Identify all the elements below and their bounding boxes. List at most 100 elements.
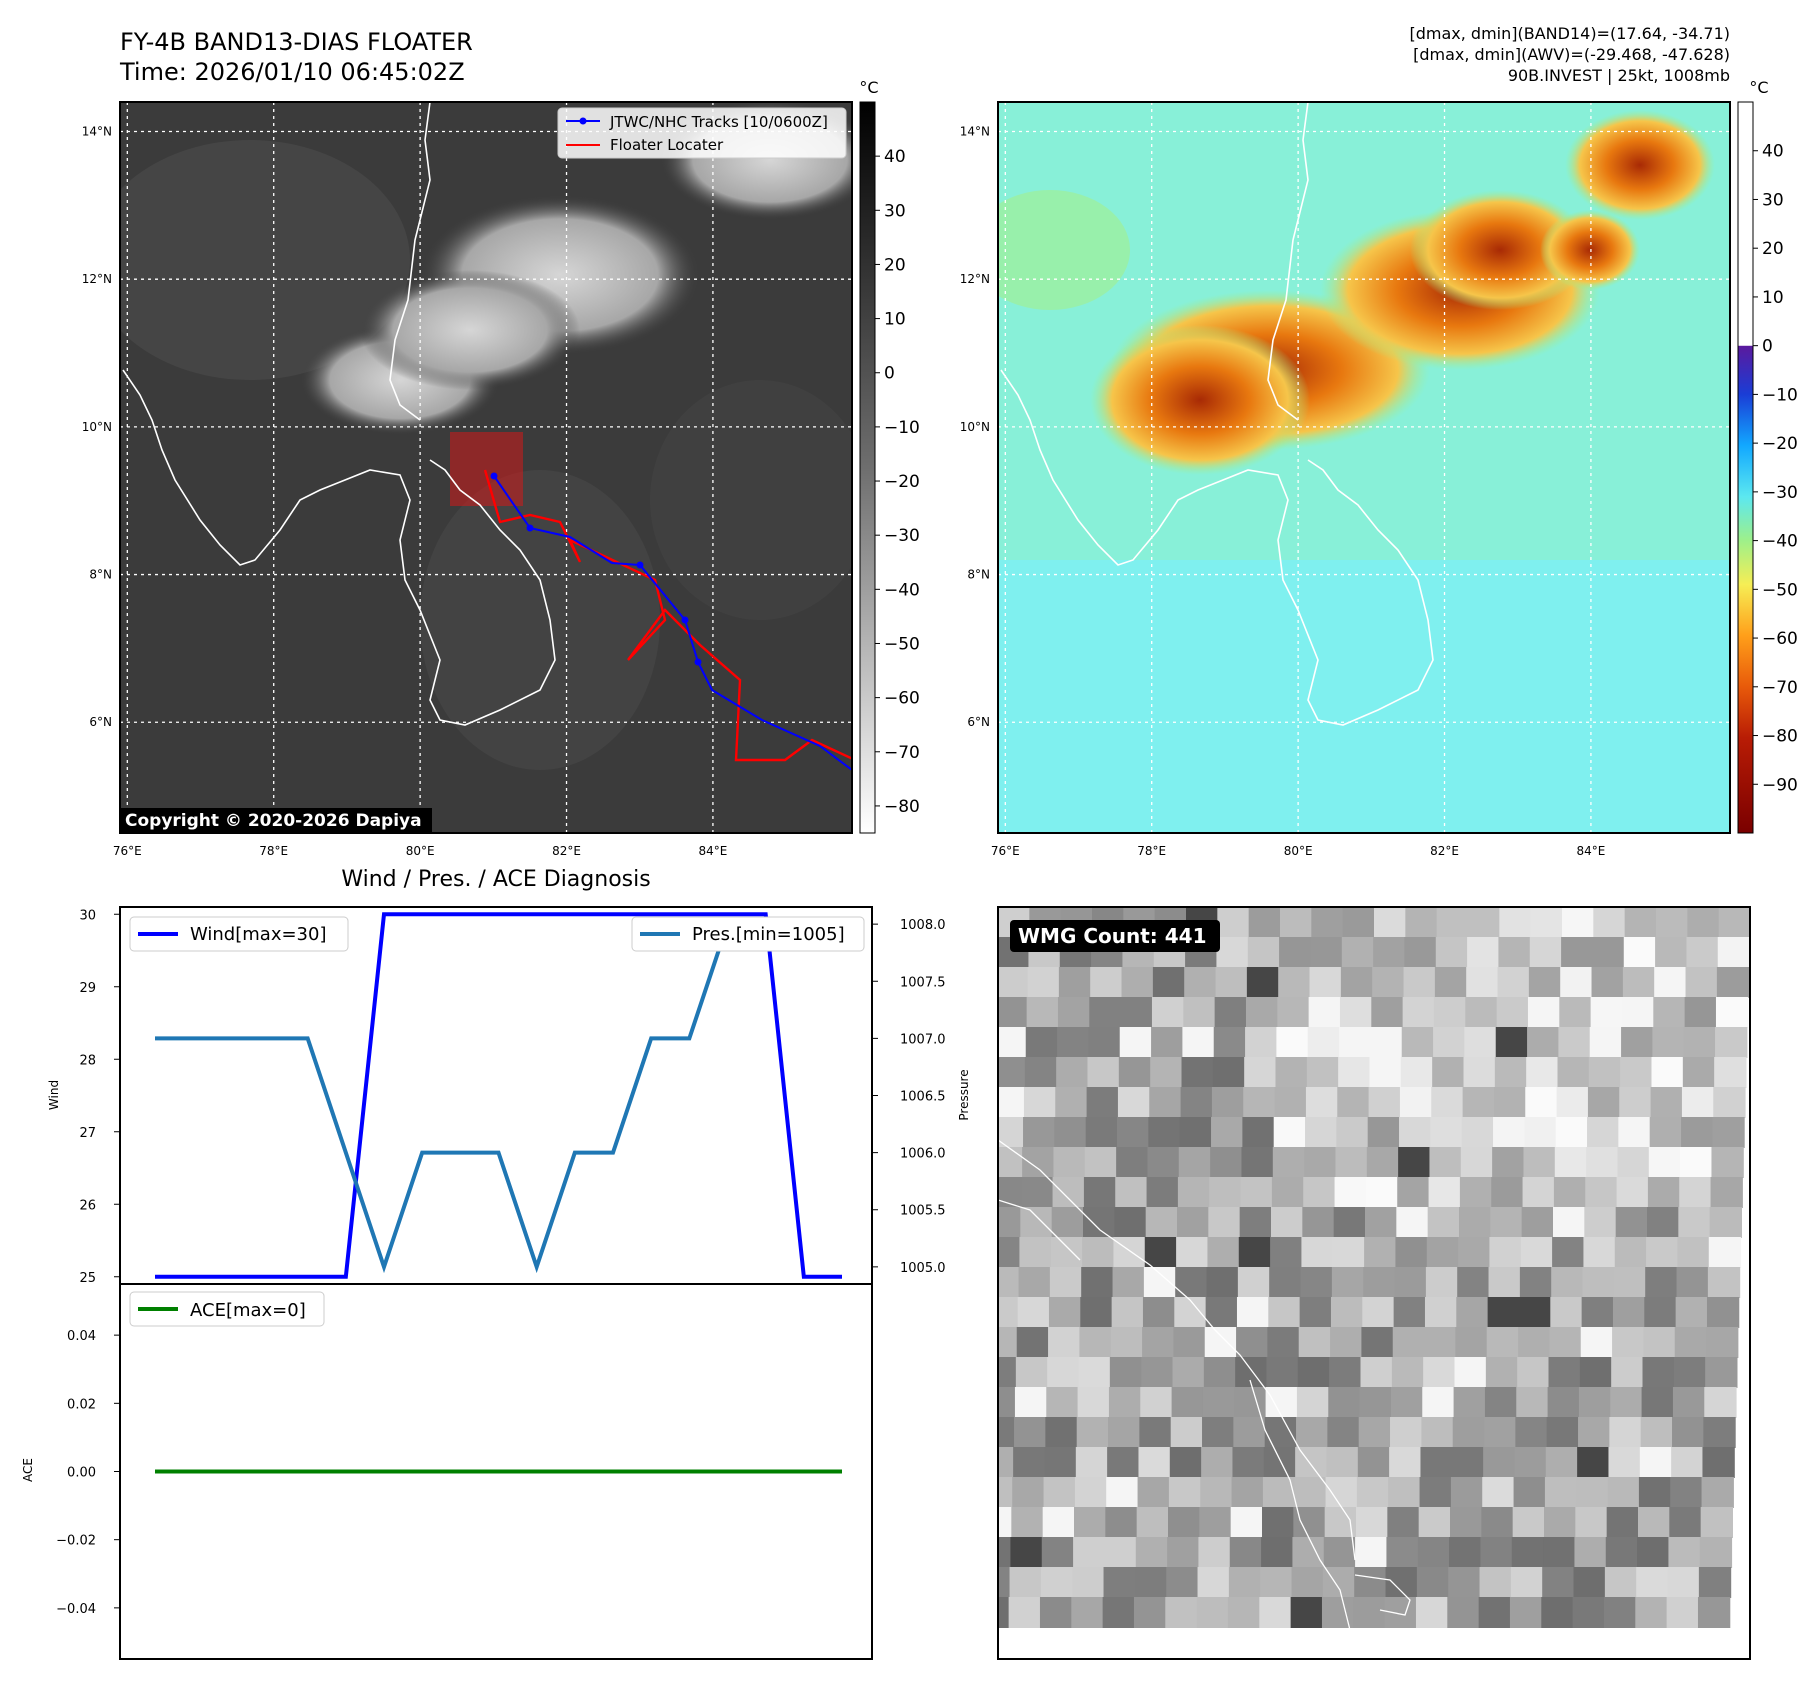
wmg-pixel <box>1428 1177 1461 1208</box>
wv-coastline <box>1000 102 1434 726</box>
wmg-pixel <box>1305 1087 1339 1118</box>
wmg-pixel <box>1582 1267 1615 1298</box>
wmg-pixel <box>1182 1027 1215 1058</box>
wmg-pixel <box>1166 1567 1199 1598</box>
wmg-pixel <box>1151 997 1185 1028</box>
wmg-pixel <box>1543 1537 1576 1568</box>
wmg-pixel <box>1076 1417 1110 1448</box>
wmg-pixel <box>1621 997 1655 1028</box>
wmg-pixel <box>1709 1207 1742 1238</box>
wmg-pixel <box>1492 1147 1525 1178</box>
wmg-pixel <box>1433 997 1467 1028</box>
wmg-pixel <box>1145 1207 1178 1238</box>
wmg-pixel <box>1432 1057 1465 1088</box>
wmg-pixel <box>1636 1567 1669 1598</box>
wmg-pixel <box>1487 1297 1520 1328</box>
wmg-pixel <box>1422 1387 1455 1418</box>
wmg-pixel <box>1230 1507 1263 1538</box>
wind-pres-frame <box>119 906 873 1285</box>
wmg-pixel <box>1562 907 1595 938</box>
wmg-pixel <box>1299 1297 1332 1328</box>
wmg-pixel <box>1396 1207 1429 1238</box>
wmg-pixel <box>1530 907 1563 938</box>
wmg-pixel <box>1676 1267 1709 1298</box>
wv-cbar-unit: °C <box>1749 78 1768 97</box>
wmg-pixel <box>1040 1567 1074 1598</box>
wmg-pixel <box>1581 1297 1614 1328</box>
wmg-pixel <box>1572 1597 1605 1628</box>
wmg-pixel <box>1370 1027 1403 1058</box>
wmg-pixel <box>1647 1207 1680 1238</box>
ace-tick-label: 0.00 <box>67 1466 96 1481</box>
wmg-pixel <box>1046 1387 1079 1418</box>
wmg-pixel <box>1116 1147 1149 1178</box>
wmg-pixel <box>1107 1447 1140 1478</box>
info-storm: 90B.INVEST | 25kt, 1008mb <box>1508 66 1730 85</box>
wmg-pixel <box>1486 1327 1520 1358</box>
wmg-pixel <box>1708 1237 1742 1268</box>
wmg-pixel <box>1454 1357 1487 1388</box>
wind-tick-label: 30 <box>79 908 96 923</box>
wmg-pixel <box>1463 1057 1496 1088</box>
wmg-pixel <box>1458 1237 1491 1268</box>
wmg-pixel <box>1088 1027 1121 1058</box>
wmg-pixel <box>1150 1057 1183 1088</box>
ir-legend: JTWC/NHC Tracks [10/0600Z] Floater Locat… <box>557 107 847 159</box>
wmg-pixel <box>1681 1117 1714 1148</box>
wmg-pixel <box>998 1297 1019 1328</box>
wmg-pixel <box>1388 1477 1421 1508</box>
wmg-pixel <box>1673 1357 1707 1388</box>
figure-time: Time: 2026/01/10 06:45:02Z <box>119 58 465 86</box>
wmg-pixel <box>1511 1537 1545 1568</box>
ace-chart: 0.04 0.02 0.00 −0.02 −0.04 ACE ACE[max=0] <box>21 1283 873 1660</box>
wmg-pixel <box>1259 1597 1292 1628</box>
wmg-pixel <box>1238 1237 1272 1268</box>
wmg-pixel <box>1497 967 1530 998</box>
wmg-pixel <box>1420 1447 1453 1478</box>
wmg-pixel <box>1451 1447 1485 1478</box>
wmg-pixel <box>1555 1117 1589 1148</box>
wmg-pixel <box>1135 1537 1169 1568</box>
wmg-pixel <box>998 1237 1021 1268</box>
wmg-pixel <box>1416 1567 1450 1598</box>
wmg-pixel <box>1341 937 1375 968</box>
wmg-pixel <box>1421 1417 1454 1448</box>
wmg-pixel <box>1576 1477 1609 1508</box>
wmg-pixel <box>1529 937 1563 968</box>
wmg-pixel <box>1368 1087 1401 1118</box>
cbar-tick-label: −20 <box>884 472 920 492</box>
wmg-pixel <box>1561 937 1594 968</box>
wmg-pixel <box>1701 1477 1734 1508</box>
wmg-pixel <box>1589 1027 1623 1058</box>
wmg-pixel <box>1547 1387 1580 1418</box>
wmg-pixel <box>1718 907 1750 938</box>
ir-lon-tick-label: 76°E <box>113 844 142 858</box>
wmg-pixel <box>1716 967 1750 998</box>
wmg-pixel <box>1321 1597 1355 1628</box>
wmg-pixel <box>1655 937 1688 968</box>
wmg-pixel <box>998 1327 1018 1358</box>
pressure-tick-label: 1006.5 <box>900 1090 946 1105</box>
wmg-pixel <box>1612 1327 1645 1358</box>
wmg-pixel <box>1429 1147 1462 1178</box>
wmg-pixel <box>1332 1237 1366 1268</box>
wmg-pixel <box>1023 1087 1057 1118</box>
wmg-pixel <box>1614 1237 1648 1268</box>
wmg-pixel <box>1105 1507 1138 1538</box>
wmg-pixel <box>1699 1537 1733 1568</box>
info-band14: [dmax, dmin](BAND14)=(17.64, -34.71) <box>1410 24 1731 43</box>
wmg-pixel <box>1265 1387 1298 1418</box>
wv-lat-ticks: 14°N 12°N 10°N 8°N 6°N <box>960 125 990 730</box>
wmg-pixel <box>1573 1567 1606 1598</box>
wmg-pixel <box>1706 1297 1740 1328</box>
wmg-pixel <box>1418 1507 1451 1538</box>
wmg-pixel <box>1177 1207 1210 1238</box>
wmg-pixel <box>998 1477 1014 1508</box>
wmg-pixel <box>1553 1207 1586 1238</box>
wmg-pixel <box>1644 1297 1677 1328</box>
wmg-pixel <box>1616 1177 1649 1208</box>
wmg-pixel <box>1353 1597 1386 1628</box>
cbar-tick-label: 40 <box>1762 142 1784 162</box>
wmg-pixel <box>1326 1447 1359 1478</box>
wmg-pixel <box>1461 1117 1495 1148</box>
